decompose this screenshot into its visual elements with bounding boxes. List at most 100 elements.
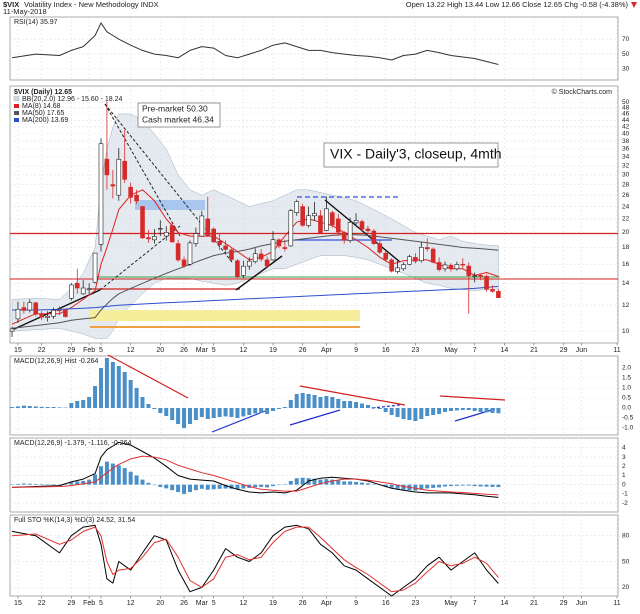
hist-bar (229, 484, 234, 489)
x-tick-label: 20 (156, 347, 164, 354)
x-tick-label: 29 (67, 600, 75, 607)
y-tick-label: 12 (622, 302, 630, 309)
candle-body (395, 267, 400, 272)
moving-average (11, 234, 499, 329)
candle-body (205, 218, 211, 236)
hist-bar (466, 484, 471, 486)
candle-body (217, 241, 222, 245)
trend-line (104, 103, 181, 237)
y-tick-label: 38 (622, 138, 630, 145)
y-tick-label: 0.5 (622, 395, 631, 402)
hist-bar (318, 397, 323, 408)
candle-body (276, 239, 282, 247)
hist-bar (87, 397, 92, 408)
hist-bar (395, 484, 400, 489)
y-tick-label: -1 (622, 491, 628, 498)
hist-bar (437, 484, 442, 488)
candle-body (359, 221, 365, 230)
legend-swatch (13, 96, 20, 101)
y-tick-label: 20 (622, 229, 630, 236)
y-tick-label: 44 (622, 117, 630, 124)
hist-bar (140, 397, 145, 408)
hist-bar (306, 394, 311, 408)
y-tick-label: 30 (622, 172, 630, 179)
hist-bar (496, 484, 501, 488)
y-tick-label: 46 (622, 111, 630, 118)
x-tick-label: 19 (269, 600, 277, 607)
hist-bar (336, 480, 341, 485)
x-tick-label: 26 (180, 600, 188, 607)
panel-frame (9, 16, 619, 81)
hist-bar (437, 408, 442, 414)
hist-bar (39, 406, 44, 408)
hist-bar (176, 484, 181, 493)
candle-body (466, 265, 472, 276)
x-tick-label: 7 (473, 600, 477, 607)
hist-bar (116, 465, 121, 485)
y-tick-label: 80 (622, 532, 630, 539)
annotation-box (323, 142, 499, 168)
hist-bar (93, 474, 98, 485)
legend-swatch (14, 111, 19, 115)
x-tick-label: 26 (299, 347, 307, 354)
hist-bar (348, 401, 353, 408)
y-tick-label: 22 (622, 216, 630, 223)
candle-body (187, 242, 193, 265)
x-tick-label: 15 (14, 347, 22, 354)
candle-body (122, 160, 128, 180)
hist-bar (223, 484, 228, 489)
trend-line (99, 225, 181, 291)
hist-bar (330, 397, 335, 408)
hist-bar (45, 407, 50, 408)
divergence-line (299, 385, 406, 406)
y-tick-label: 42 (622, 124, 630, 131)
candle-body (347, 221, 353, 241)
y-tick-label: 16 (622, 261, 630, 268)
candle-body (80, 287, 86, 295)
hist-bar (51, 407, 56, 408)
hist-bar (448, 484, 453, 487)
hist-bar (81, 400, 86, 408)
hist-bar (193, 484, 198, 491)
candle-body (424, 247, 430, 250)
date: 11-May-2018 (3, 7, 47, 16)
hist-bar (271, 484, 276, 487)
hist-bar (98, 466, 103, 485)
x-tick-label: 5 (99, 347, 103, 354)
hist-bar (348, 481, 353, 485)
indicator-line (11, 441, 499, 498)
hist-bar (395, 408, 400, 417)
hist-bar (472, 408, 477, 411)
candle-body (246, 260, 252, 267)
hist-bar (259, 408, 264, 413)
hist-bar (342, 481, 347, 485)
hist-bar (247, 408, 252, 415)
x-tick-label: 19 (269, 347, 277, 354)
panel-frame (9, 514, 619, 597)
trend-line (235, 255, 283, 291)
candle-body (9, 328, 15, 332)
hist-bar (294, 394, 299, 408)
candle-body (152, 236, 157, 241)
hist-bar (490, 484, 495, 487)
hist-bar (110, 362, 115, 408)
candle-body (335, 218, 341, 233)
candle-body (353, 220, 359, 224)
hist-bar (419, 408, 424, 419)
hist-bar (87, 479, 92, 485)
y-tick-label: 40 (622, 131, 630, 138)
hist-bar (443, 408, 448, 412)
x-tick-label: 29 (560, 600, 568, 607)
hist-bar (312, 395, 317, 408)
hist-bar (146, 482, 151, 485)
candle-body (110, 184, 116, 187)
y-tick-label: 0 (622, 481, 626, 488)
hist-bar (15, 406, 20, 408)
hist-bar (205, 484, 210, 490)
candle-body (318, 215, 323, 234)
hist-bar (187, 408, 192, 424)
candle-body (15, 308, 21, 320)
panel-title: MACD(12,26,9) Hist -0.264 (14, 358, 99, 365)
candle-body (442, 264, 448, 270)
